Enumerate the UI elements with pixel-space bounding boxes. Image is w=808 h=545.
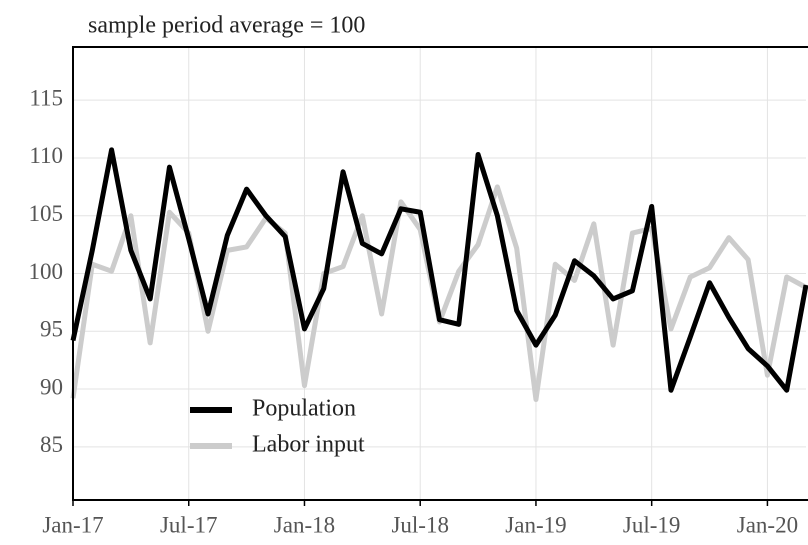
- y-tick-label: 85: [40, 432, 63, 457]
- x-tick-label: Jan-18: [274, 512, 335, 537]
- x-tick-label: Jul-19: [623, 512, 681, 537]
- legend-label: Population: [252, 396, 356, 422]
- y-tick-label: 95: [40, 317, 63, 342]
- x-tick-label: Jul-18: [391, 512, 449, 537]
- x-tick-label: Jan-19: [505, 512, 566, 537]
- y-tick-label: 115: [29, 85, 63, 110]
- x-tick-label: Jul-17: [160, 512, 218, 537]
- series-line: [70, 147, 808, 393]
- x-tick-label: Jan-17: [42, 512, 103, 537]
- chart-subtitle: sample period average = 100: [88, 13, 365, 39]
- plot-frame: [72, 46, 808, 501]
- y-tick-label: 110: [29, 143, 63, 168]
- legend-label: Labor input: [252, 432, 365, 458]
- y-tick-label: 100: [29, 259, 64, 284]
- x-tick-label: Jan-20: [737, 512, 798, 537]
- y-tick-label: 90: [40, 374, 63, 399]
- y-tick-label: 105: [29, 201, 64, 226]
